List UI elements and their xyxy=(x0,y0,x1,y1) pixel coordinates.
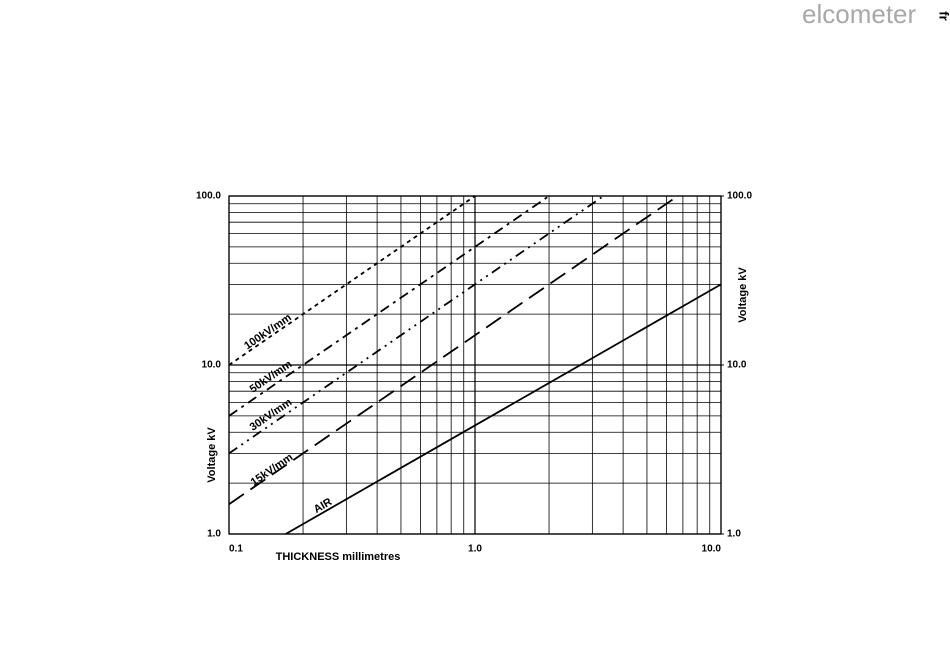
x-axis-label: THICKNESS millimetres xyxy=(276,551,401,563)
line-label: 100kV/mm xyxy=(242,311,294,352)
x-tick-label: 1.0 xyxy=(468,544,482,555)
y2-tick-label: 100.0 xyxy=(727,191,752,202)
data-line xyxy=(228,195,679,505)
data-line xyxy=(285,283,722,535)
y-tick-label: 100.0 xyxy=(196,191,221,202)
y2-tick-label: 10.0 xyxy=(727,360,747,371)
line-label: 30kV/mm xyxy=(248,396,295,433)
data-line xyxy=(228,195,550,417)
y2-axis-label: Voltage kV xyxy=(737,267,749,323)
y2-tick-label: 1.0 xyxy=(727,529,741,540)
y-tick-label: 1.0 xyxy=(207,529,221,540)
corner-label: fr xyxy=(937,11,950,20)
y-tick-label: 10.0 xyxy=(202,360,222,371)
data-line xyxy=(228,195,605,455)
line-label: 50kV/mm xyxy=(248,358,295,395)
data-line xyxy=(228,195,476,366)
x-tick-label: 10.0 xyxy=(702,544,722,555)
logo: elcometer xyxy=(802,0,916,29)
y-axis-label: Voltage kV xyxy=(206,427,218,483)
x-tick-label: 0.1 xyxy=(229,544,243,555)
